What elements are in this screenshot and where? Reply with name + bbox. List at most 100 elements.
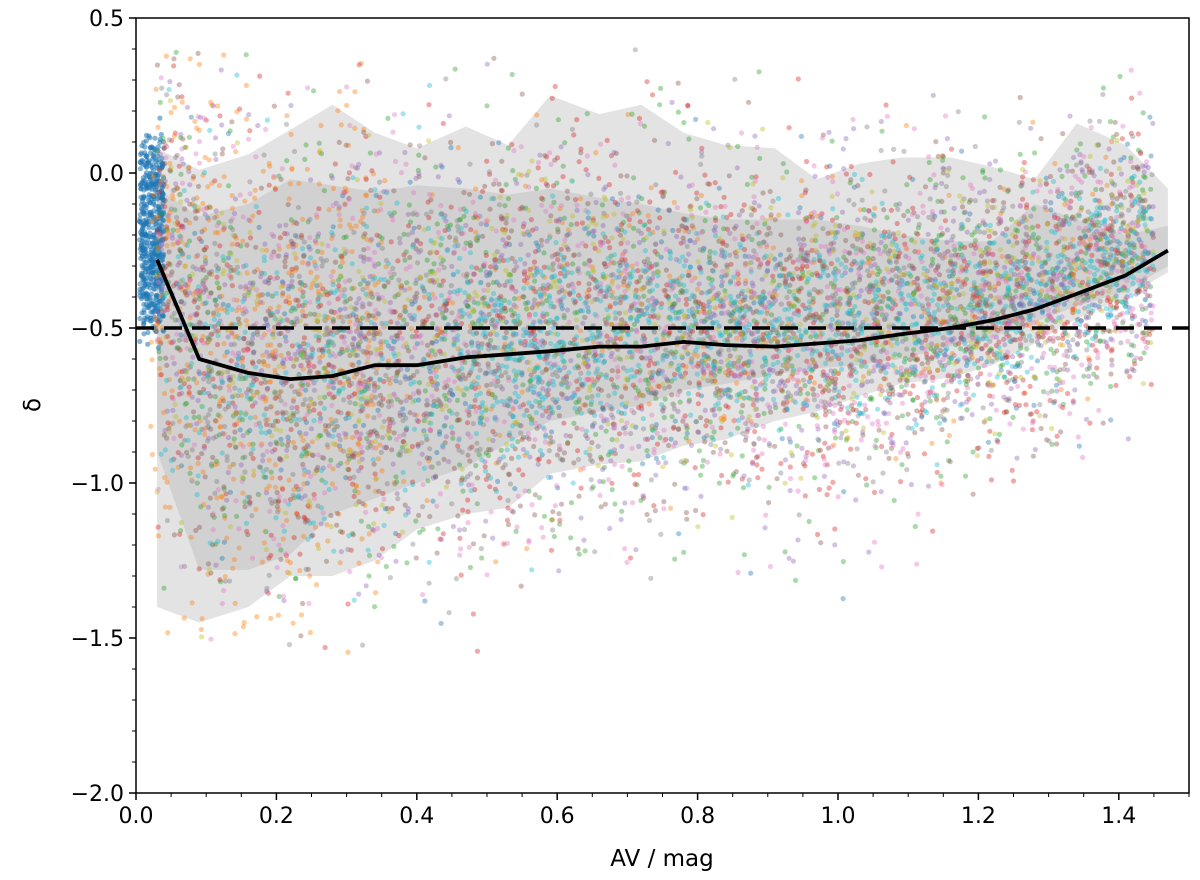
scatter-point xyxy=(649,92,656,98)
scatter-point xyxy=(284,447,290,453)
scatter-point xyxy=(289,405,295,411)
scatter-point xyxy=(450,523,456,530)
scatter-point xyxy=(433,164,439,170)
scatter-point xyxy=(648,390,654,396)
scatter-point xyxy=(641,293,647,299)
scatter-point xyxy=(666,330,672,336)
scatter-point xyxy=(191,414,197,420)
scatter-point xyxy=(575,448,581,454)
scatter-point xyxy=(786,436,792,442)
scatter-point xyxy=(473,186,479,192)
scatter-point xyxy=(969,412,975,418)
scatter-point xyxy=(217,294,223,300)
scatter-point xyxy=(288,426,294,433)
scatter-point xyxy=(822,440,828,446)
scatter-point xyxy=(449,300,456,306)
scatter-point xyxy=(1031,206,1037,212)
scatter-point xyxy=(180,224,186,230)
scatter-point xyxy=(1086,246,1092,252)
scatter-point xyxy=(899,278,905,284)
scatter-point xyxy=(1074,147,1080,153)
scatter-point xyxy=(179,390,185,396)
scatter-point xyxy=(784,169,790,175)
scatter-point xyxy=(293,255,299,261)
scatter-point xyxy=(252,400,258,406)
scatter-point xyxy=(962,209,968,215)
scatter-point xyxy=(848,267,854,273)
scatter-point xyxy=(405,211,411,217)
scatter-point xyxy=(330,268,336,275)
scatter-point xyxy=(511,302,517,308)
scatter-point xyxy=(1054,433,1060,439)
scatter-point xyxy=(955,278,961,284)
scatter-point xyxy=(232,196,239,202)
scatter-point xyxy=(879,128,885,134)
scatter-point xyxy=(699,358,705,364)
scatter-point xyxy=(593,199,599,206)
scatter-point xyxy=(253,506,259,512)
scatter-point xyxy=(278,436,284,442)
scatter-point xyxy=(277,223,283,229)
scatter-point xyxy=(1010,303,1017,309)
scatter-point xyxy=(230,565,236,571)
scatter-point xyxy=(390,461,396,467)
scatter-point xyxy=(296,181,302,187)
scatter-point xyxy=(898,479,904,485)
scatter-point xyxy=(734,165,740,171)
scatter-point xyxy=(198,504,204,510)
scatter-point xyxy=(665,140,671,147)
scatter-point xyxy=(585,308,592,315)
scatter-point xyxy=(636,443,642,449)
scatter-point xyxy=(578,308,584,314)
scatter-point xyxy=(393,558,399,564)
scatter-point xyxy=(840,559,847,565)
scatter-point xyxy=(446,459,452,465)
scatter-point xyxy=(186,384,192,390)
scatter-point xyxy=(748,570,754,576)
scatter-point xyxy=(377,194,383,200)
scatter-point xyxy=(363,176,369,182)
scatter-point xyxy=(160,200,166,206)
scatter-point xyxy=(165,630,171,636)
scatter-point xyxy=(635,472,642,478)
scatter-point xyxy=(702,218,708,224)
scatter-point xyxy=(142,144,148,150)
scatter-point xyxy=(1008,216,1015,222)
series-0 xyxy=(137,115,167,351)
scatter-point xyxy=(551,362,557,368)
scatter-point xyxy=(341,334,347,340)
scatter-point xyxy=(686,399,692,405)
scatter-point xyxy=(1013,405,1020,411)
scatter-point xyxy=(996,339,1002,345)
scatter-point xyxy=(217,424,223,430)
scatter-point xyxy=(532,249,539,255)
scatter-point xyxy=(269,449,275,455)
scatter-point xyxy=(560,376,567,382)
scatter-point xyxy=(1089,252,1095,258)
scatter-point xyxy=(757,382,764,388)
scatter-point xyxy=(889,277,895,283)
scatter-point xyxy=(282,334,288,340)
scatter-point xyxy=(262,241,268,247)
scatter-point xyxy=(164,144,170,150)
scatter-point xyxy=(776,273,783,279)
scatter-point xyxy=(484,61,490,67)
scatter-point xyxy=(343,475,349,481)
scatter-point xyxy=(157,115,163,121)
scatter-point xyxy=(919,414,925,420)
scatter-point xyxy=(744,219,750,225)
scatter-point xyxy=(600,222,606,229)
scatter-point xyxy=(904,182,910,188)
scatter-point xyxy=(178,332,184,338)
scatter-point xyxy=(350,481,356,487)
scatter-point xyxy=(483,252,489,258)
scatter-point xyxy=(513,528,519,535)
scatter-point xyxy=(627,555,634,561)
scatter-point xyxy=(548,213,554,219)
scatter-point xyxy=(464,279,471,285)
scatter-point xyxy=(1021,159,1027,166)
scatter-point xyxy=(1044,370,1050,376)
scatter-point xyxy=(645,453,651,459)
scatter-point xyxy=(252,306,258,312)
scatter-point xyxy=(372,604,378,610)
